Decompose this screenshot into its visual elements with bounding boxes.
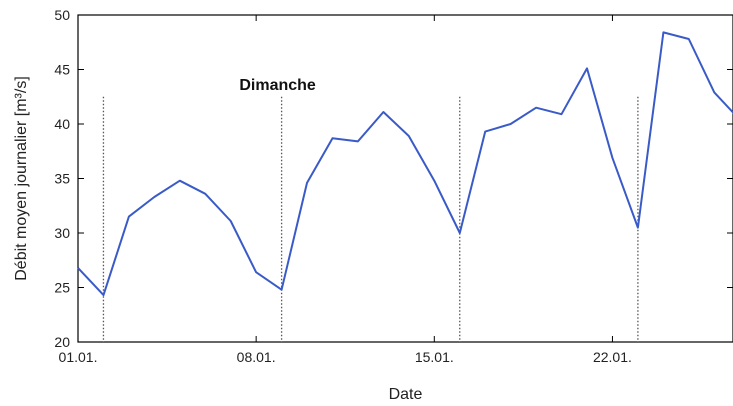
y-tick-label-20: 20 <box>54 334 70 350</box>
data-point-21.01. <box>586 67 588 69</box>
y-tick-label-30: 30 <box>54 225 70 241</box>
sunday-markers-layer <box>102 96 639 342</box>
x-tick-label-1: 08.01. <box>237 349 276 365</box>
y-tick-label-35: 35 <box>54 171 70 187</box>
y-tick-label-45: 45 <box>54 62 70 78</box>
discharge-series-line <box>77 31 733 297</box>
data-point-23.01. <box>637 227 639 229</box>
data-point-25.01. <box>688 38 690 40</box>
data-point-08.01. <box>255 271 257 273</box>
y-tick-label-40: 40 <box>54 116 70 132</box>
x-tick-label-3: 22.01. <box>593 349 632 365</box>
data-point-18.01. <box>510 123 512 125</box>
axes-layer <box>77 14 733 343</box>
data-point-07.01. <box>230 220 232 222</box>
data-point-22.01. <box>611 157 613 159</box>
series-layer <box>77 31 733 297</box>
data-point-19.01. <box>535 107 537 109</box>
data-point-26.01. <box>713 91 715 93</box>
data-point-09.01. <box>281 289 283 291</box>
data-point-04.01. <box>153 196 155 198</box>
x-axis-title: Date <box>389 386 423 403</box>
data-point-14.01. <box>408 135 410 137</box>
data-point-17.01. <box>484 131 486 133</box>
data-point-06.01. <box>204 193 206 195</box>
data-point-13.01. <box>382 111 384 113</box>
data-point-24.01. <box>662 31 664 33</box>
data-point-20.01. <box>561 113 563 115</box>
data-point-11.01. <box>332 137 334 139</box>
y-axis-title: Débit moyen journalier [m³/s] <box>13 76 30 281</box>
data-point-10.01. <box>306 182 308 184</box>
y-tick-label-50: 50 <box>54 7 70 23</box>
data-point-01.01. <box>77 267 79 269</box>
annotation-dimanche: Dimanche <box>239 77 316 94</box>
x-tick-label-2: 15.01. <box>415 349 454 365</box>
data-point-05.01. <box>179 180 181 182</box>
labels-layer: 2025303540455001.01.08.01.15.01.22.01.29… <box>54 7 632 365</box>
x-tick-label-0: 01.01. <box>59 349 98 365</box>
data-point-16.01. <box>459 232 461 234</box>
data-point-12.01. <box>357 140 359 142</box>
y-tick-label-25: 25 <box>54 280 70 296</box>
data-point-02.01. <box>102 294 104 296</box>
data-point-03.01. <box>128 216 130 218</box>
plot-frame <box>77 14 733 343</box>
data-point-15.01. <box>433 180 435 182</box>
